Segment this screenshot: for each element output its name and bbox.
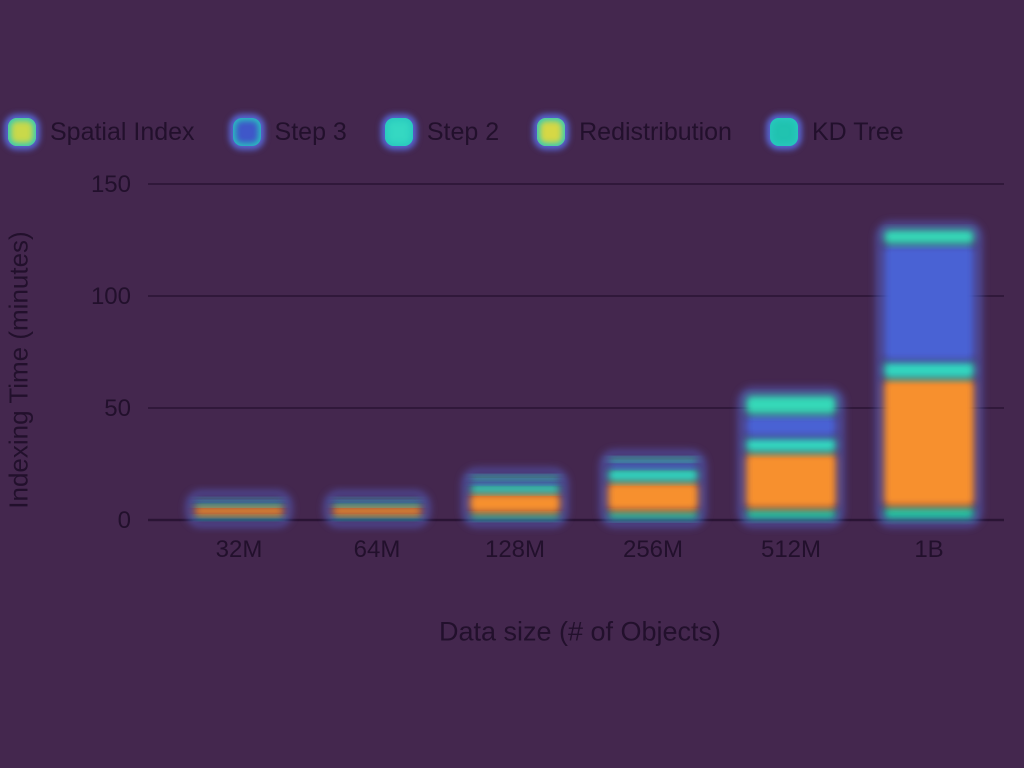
bar-segment [193,499,285,503]
y-axis-label: Indexing Time (minutes) [3,231,34,509]
legend-label: Step 2 [426,117,500,146]
bar-stack [876,221,982,528]
bar-segment [607,481,699,512]
bar-glow [600,450,706,527]
bar-segment [331,502,423,507]
bar-segment [883,228,975,245]
x-tick-label: 512M [761,536,821,563]
bar-glow [324,490,430,528]
bar-stack [186,490,292,528]
bar-segment [193,506,285,516]
bar-segment [607,457,699,462]
bar-segment [193,502,285,507]
bar-segment [331,506,423,516]
bar-glow [186,490,292,528]
bar-segment [469,479,561,485]
legend-item: Step 3 [232,117,347,147]
legend-swatch [769,118,798,146]
bar-glow [738,387,844,527]
legend-item: Redistribution [537,118,732,147]
x-tick-label: 32M [216,536,263,563]
bar-segment [607,468,699,482]
bar-segment [607,511,699,520]
bar-segment [607,461,699,469]
bar-glow [876,221,982,528]
bar-stack [738,387,844,527]
bar-segment [883,360,975,379]
bar-segment [883,506,975,520]
bar-segment [331,499,423,503]
legend-swatch [384,118,413,146]
bar-stack [462,468,568,528]
legend-swatch [232,118,261,146]
legend-swatch [537,118,566,146]
legend-label: Redistribution [579,117,732,146]
bar-segment [469,475,561,480]
x-tick-label: 256M [623,536,683,563]
x-axis-label: Data size (# of Objects) [438,616,722,647]
bar-segment [469,493,561,514]
y-tick-label: 50 [104,395,131,422]
y-tick-label: 150 [91,171,131,198]
y-tick-label: 0 [118,507,131,534]
bar-segment [745,452,837,509]
bar-stack [324,490,430,528]
x-tick-label: 64M [354,536,401,563]
bar-segment [193,515,285,520]
legend: Spatial Index Step 3 Step 2 Redistribution K… [8,112,942,152]
bar-segment [331,497,423,500]
bar-segment [193,497,285,500]
bar-segment [745,508,837,520]
bar-segment [883,244,975,361]
legend-item: Step 2 [384,117,500,147]
y-tick-label: 100 [91,283,131,310]
legend-label: Step 3 [274,117,347,146]
bar-segment [745,394,837,415]
legend-item: KD Tree [769,117,904,147]
x-tick-label: 128M [485,536,545,563]
bar-segment [331,515,423,520]
bar-segment [469,484,561,494]
legend-label: Spatial Index [50,117,195,146]
bar-segment [469,513,561,520]
legend-label: KD Tree [811,117,904,146]
bar-segment [745,437,837,453]
legend-swatch [8,118,36,146]
legend-item: Spatial Index [8,118,195,147]
bar-glow [462,468,568,528]
bar-stack [600,450,706,527]
bar-segment [745,414,837,438]
bar-segment [883,378,975,507]
x-tick-label: 1B [914,536,943,563]
